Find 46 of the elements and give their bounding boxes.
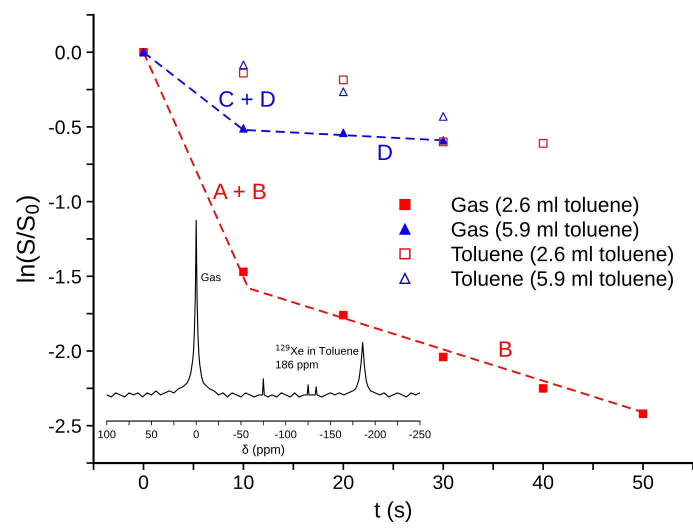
- x-tick-label: 40: [532, 475, 554, 490]
- legend-label: Toluene (2.6 ml toluene): [451, 246, 673, 266]
- x-tick-label: -150: [320, 430, 342, 438]
- x-axis-title: t (s): [374, 501, 412, 522]
- x-axis-title: δ (ppm): [242, 444, 284, 456]
- point: [338, 87, 348, 96]
- x-tick-label: 10: [234, 475, 254, 490]
- x-tick-label: 0: [194, 430, 199, 438]
- point: [239, 124, 248, 133]
- y-tick-label: 0.0: [55, 46, 81, 60]
- x-tick-label: 30: [433, 475, 454, 490]
- legend-label: Gas (2.6 ml toluene): [452, 196, 638, 216]
- point: [438, 112, 448, 121]
- point: [538, 384, 548, 393]
- x-tick-label: 50: [146, 430, 158, 438]
- x-tick-label: -250: [409, 430, 431, 438]
- x-tick-label: 0: [138, 475, 148, 490]
- y-tick-label: -2.5: [49, 419, 81, 433]
- x-tick-label: -50: [233, 430, 249, 438]
- point: [538, 138, 548, 148]
- y-tick-label: -0.5: [49, 120, 81, 134]
- annotation: $^{129}$Xe in Toluene 186 ppm: [276, 344, 358, 371]
- point: [239, 60, 248, 70]
- annotation: B: [500, 341, 512, 357]
- point: [338, 75, 348, 84]
- y-tick-label: -1.0: [49, 195, 81, 209]
- point: [339, 128, 348, 138]
- legend-label: Gas (5.9 ml toluene): [452, 221, 638, 241]
- point: [239, 68, 248, 78]
- annotation: D: [378, 144, 392, 160]
- point: [638, 410, 648, 418]
- y-tick-label: -1.5: [49, 270, 81, 284]
- x-tick-label: 100: [98, 430, 116, 438]
- x-tick-label: -100: [275, 430, 296, 438]
- x-tick-label: 50: [633, 475, 654, 490]
- y-axis-title: ln(S/S$_{0}$): [16, 196, 40, 282]
- x-tick-label: -200: [364, 430, 386, 438]
- legend-label: Toluene (5.9 ml toluene): [451, 270, 673, 290]
- x-tick-label: 20: [333, 475, 354, 490]
- annotation: A + B: [212, 184, 266, 199]
- y-tick-label: -2.0: [49, 344, 81, 358]
- annotation: Gas: [201, 273, 221, 282]
- point: [339, 310, 348, 320]
- point: [239, 268, 248, 276]
- point: [439, 352, 448, 362]
- annotation: C + D: [219, 91, 275, 107]
